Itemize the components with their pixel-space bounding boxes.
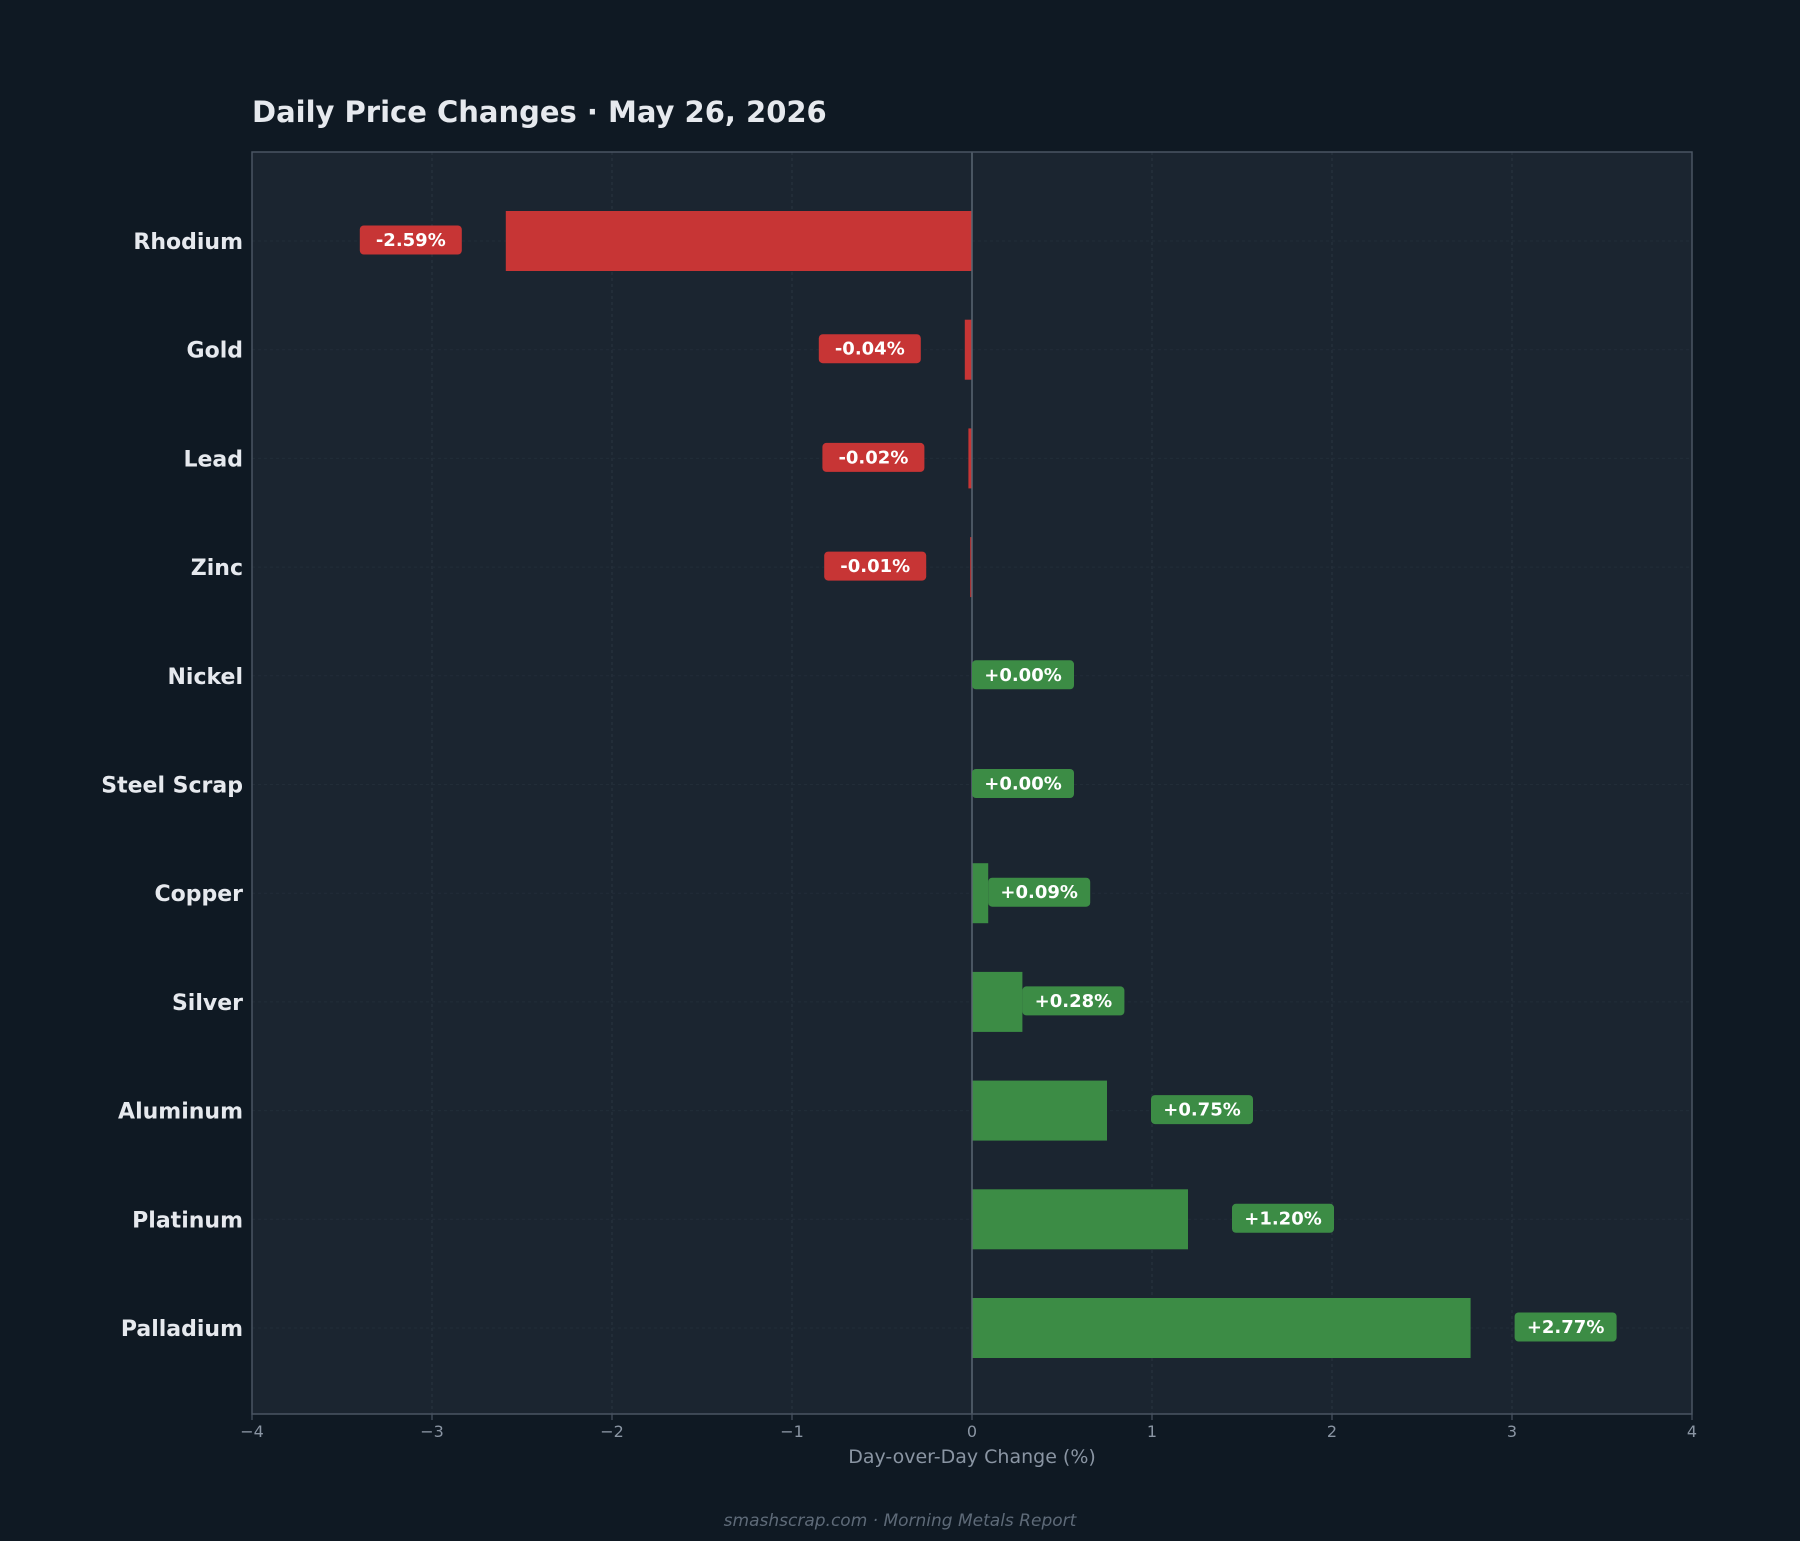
- bars: [505, 211, 1471, 1358]
- x-tick-label: 1: [1147, 1422, 1157, 1441]
- data-label: -0.02%: [838, 447, 908, 468]
- category-label: Zinc: [191, 556, 243, 581]
- bar: [972, 1189, 1188, 1250]
- data-label: +0.28%: [1035, 991, 1113, 1012]
- category-label: Silver: [172, 991, 243, 1016]
- category-label: Rhodium: [133, 230, 243, 255]
- data-label: -0.04%: [835, 339, 905, 360]
- data-label: +0.00%: [984, 665, 1062, 686]
- x-tick-label: 3: [1507, 1422, 1517, 1441]
- data-label-badge: [1232, 1203, 1334, 1233]
- data-label-badge: [822, 442, 925, 472]
- data-label: +0.00%: [984, 774, 1062, 795]
- category-label: Aluminum: [118, 1100, 243, 1125]
- bar: [968, 428, 972, 489]
- x-tick-labels: −4 −3 −2 −1 0 1 2 3 4: [240, 1414, 1697, 1441]
- data-label: +0.09%: [1000, 882, 1078, 903]
- data-labels: -2.59% -0.04% -0.02% -0.01% +0.00% +0.00% +0.0…: [359, 225, 1617, 1342]
- data-label-badge: [824, 551, 927, 581]
- data-label: +2.77%: [1527, 1317, 1605, 1338]
- data-label: -2.59%: [376, 230, 446, 251]
- category-label: Lead: [183, 447, 243, 472]
- x-tick-label: 4: [1687, 1422, 1697, 1441]
- x-tick-label: 0: [967, 1422, 977, 1441]
- data-label: +0.75%: [1163, 1100, 1241, 1121]
- x-tick-label: 2: [1327, 1422, 1337, 1441]
- chart-title: Daily Price Changes · May 26, 2026: [252, 95, 827, 129]
- x-tick-label: −3: [420, 1422, 444, 1441]
- x-tick-label: −1: [780, 1422, 804, 1441]
- bar: [972, 971, 1023, 1032]
- bar: [972, 1080, 1107, 1141]
- plot-frame: [251, 151, 1693, 1415]
- category-label: Steel Scrap: [101, 774, 243, 799]
- data-label-badge: [988, 877, 1091, 907]
- data-label-badge: [1151, 1095, 1253, 1125]
- category-label: Nickel: [168, 665, 244, 690]
- x-axis-label: Day-over-Day Change (%): [848, 1446, 1096, 1468]
- data-label-badge: [1514, 1312, 1617, 1342]
- category-label: Palladium: [121, 1317, 243, 1342]
- bar: [970, 537, 972, 598]
- data-label-badge: [972, 769, 1074, 798]
- bar: [505, 211, 972, 271]
- category-label: Gold: [187, 339, 243, 364]
- footer-text: smashscrap.com · Morning Metals Report: [724, 1511, 1078, 1531]
- bar: [972, 863, 989, 924]
- category-label: Platinum: [132, 1208, 243, 1233]
- data-label-badge: [972, 660, 1074, 690]
- category-label: Copper: [154, 882, 243, 907]
- x-tick-label: −4: [240, 1422, 264, 1441]
- data-label-badge: [818, 334, 921, 364]
- bar: [972, 1298, 1471, 1358]
- data-label-badge: [1022, 986, 1125, 1016]
- data-label: +1.20%: [1244, 1208, 1322, 1229]
- category-labels: Rhodium Gold Lead Zinc Nickel Steel Scrap Copp…: [101, 230, 243, 1342]
- data-label-badge: [359, 225, 462, 255]
- data-label: -0.01%: [840, 556, 910, 577]
- bar: [964, 319, 972, 380]
- x-tick-label: −2: [600, 1422, 624, 1441]
